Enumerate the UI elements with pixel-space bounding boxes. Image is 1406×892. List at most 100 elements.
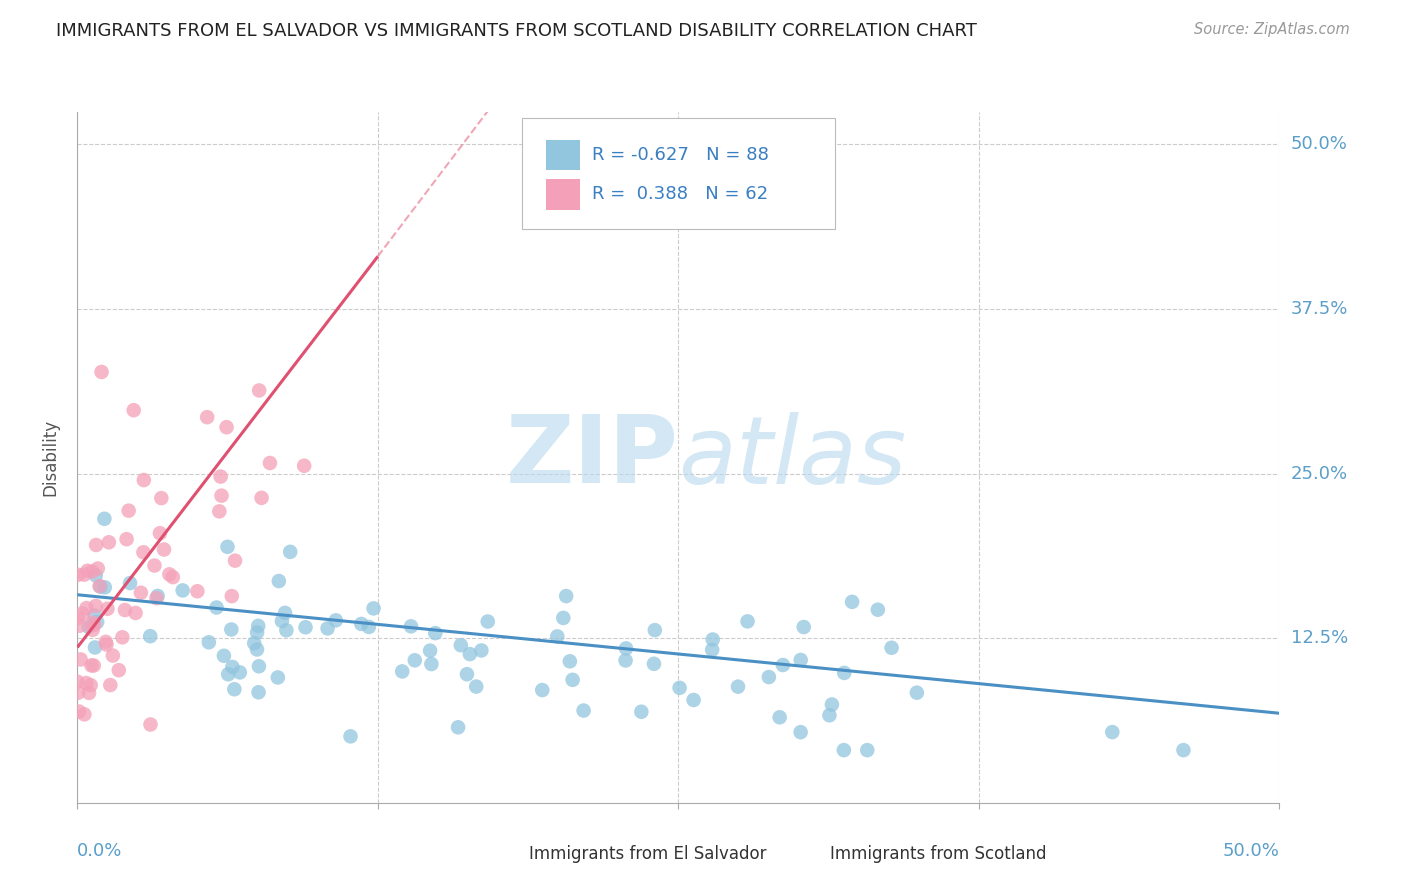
Point [276, 624, 298, 638]
Point [614, 641, 637, 656]
Point [841, 595, 863, 609]
Point [118, 503, 141, 517]
Point [702, 642, 724, 657]
Point [614, 653, 637, 667]
Text: 25.0%: 25.0% [1291, 465, 1348, 483]
Point [146, 589, 169, 603]
Point [139, 629, 162, 643]
Point [789, 725, 811, 739]
Point [420, 657, 443, 671]
Point [470, 643, 492, 657]
Point [132, 545, 155, 559]
Point [73, 707, 96, 722]
Text: 50.0%: 50.0% [1291, 136, 1347, 153]
Point [553, 611, 575, 625]
Point [793, 620, 815, 634]
Point [772, 658, 794, 673]
Point [93, 512, 115, 526]
Point [561, 673, 583, 687]
Point [87, 561, 110, 575]
Point [145, 591, 167, 606]
Point [271, 614, 294, 628]
Point [821, 698, 844, 712]
Point [274, 606, 297, 620]
Point [66, 567, 89, 582]
Point [246, 642, 269, 657]
Point [143, 558, 166, 573]
Point [107, 663, 129, 677]
Point [789, 653, 811, 667]
Point [450, 638, 472, 652]
Point [211, 489, 233, 503]
Point [247, 619, 270, 633]
Point [73, 567, 96, 582]
Point [769, 710, 792, 724]
Point [94, 635, 117, 649]
Text: Immigrants from Scotland: Immigrants from Scotland [830, 845, 1046, 863]
Point [90, 365, 112, 379]
Point [391, 665, 413, 679]
Point [243, 636, 266, 650]
Point [419, 643, 441, 657]
Point [86, 615, 108, 629]
Point [278, 545, 301, 559]
Point [83, 608, 105, 623]
Point [456, 667, 478, 681]
Point [221, 660, 243, 674]
Point [67, 686, 90, 700]
Point [643, 657, 665, 671]
Point [82, 565, 104, 579]
Point [477, 615, 499, 629]
Text: Immigrants from El Salvador: Immigrants from El Salvador [529, 845, 766, 863]
Point [668, 681, 690, 695]
Point [89, 579, 111, 593]
Point [66, 674, 89, 689]
Point [111, 630, 134, 644]
Point [94, 580, 117, 594]
FancyBboxPatch shape [546, 179, 579, 210]
Point [350, 616, 373, 631]
Point [150, 491, 173, 505]
FancyBboxPatch shape [522, 119, 835, 229]
Point [80, 678, 103, 692]
Point [162, 570, 184, 584]
Text: R =  0.388   N = 62: R = 0.388 N = 62 [592, 186, 768, 203]
Point [80, 658, 103, 673]
Point [644, 623, 666, 637]
Point [866, 603, 889, 617]
Text: ZIP: ZIP [506, 411, 679, 503]
Point [114, 603, 136, 617]
Point [702, 632, 724, 647]
Point [1173, 743, 1195, 757]
Point [101, 648, 124, 663]
Point [832, 743, 855, 757]
Point [66, 611, 89, 625]
Point [84, 538, 107, 552]
Point [153, 542, 176, 557]
Point [727, 680, 749, 694]
Point [224, 553, 246, 567]
Point [267, 670, 290, 684]
Point [83, 617, 105, 632]
Point [546, 629, 568, 643]
Point [247, 384, 270, 398]
Point [122, 403, 145, 417]
Point [1101, 725, 1123, 739]
Point [209, 469, 232, 483]
Point [737, 615, 759, 629]
Point [149, 526, 172, 541]
Point [67, 705, 90, 719]
Point [832, 665, 855, 680]
Point [325, 613, 347, 627]
Text: 12.5%: 12.5% [1291, 629, 1348, 648]
Point [818, 708, 841, 723]
Point [247, 685, 270, 699]
Point [229, 665, 252, 680]
Point [221, 623, 243, 637]
Point [247, 659, 270, 673]
Point [217, 540, 239, 554]
Point [75, 601, 97, 615]
Point [172, 583, 194, 598]
Point [217, 667, 239, 681]
FancyBboxPatch shape [498, 843, 524, 865]
